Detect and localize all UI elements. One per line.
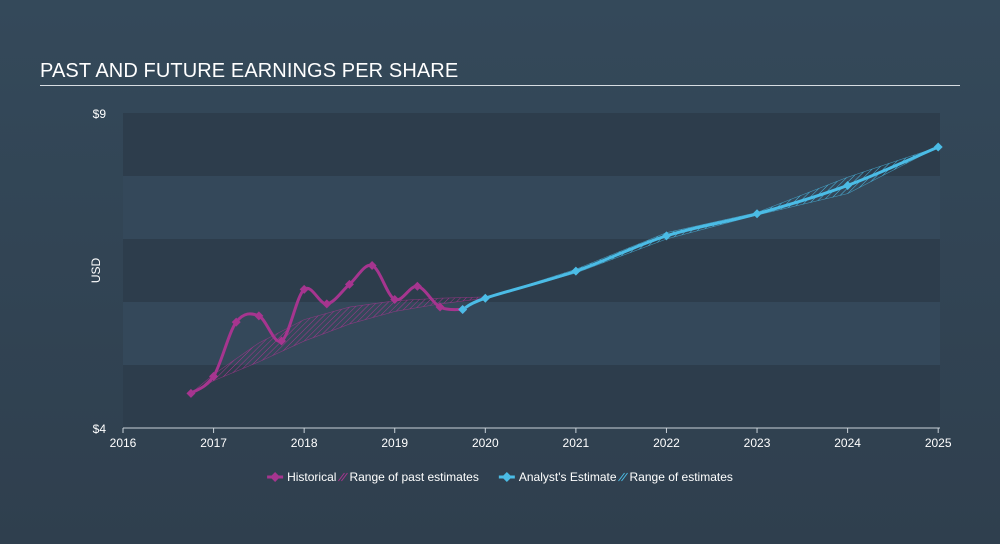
analyst-estimate-point — [458, 305, 468, 315]
y-axis-label: USD — [89, 258, 103, 284]
legend-label: Analyst's Estimate — [519, 470, 617, 484]
x-tick-label: 2016 — [110, 436, 137, 450]
legend-hatch-swatch — [621, 472, 628, 482]
historical-point — [390, 294, 400, 304]
legend-item: Range of estimates — [618, 470, 733, 484]
historical-point — [412, 281, 422, 291]
historical-point — [209, 371, 219, 381]
chart-title: PAST AND FUTURE EARNINGS PER SHARE — [40, 60, 459, 82]
legend-label: Range of estimates — [630, 470, 733, 484]
historical-point — [322, 299, 332, 309]
x-tick-label: 2025 — [925, 436, 952, 450]
y-tick-label: $4 — [93, 422, 107, 436]
grid-band — [123, 176, 940, 239]
x-tick-label: 2020 — [472, 436, 499, 450]
legend-diamond-swatch — [501, 472, 512, 482]
historical-point — [186, 388, 196, 398]
analyst-estimate-point — [843, 180, 853, 190]
legend-label: Range of past estimates — [349, 470, 478, 484]
analyst-estimate-point — [571, 266, 581, 276]
analyst-estimate-point — [480, 293, 490, 303]
legend-item: Historical — [267, 470, 336, 484]
legend-diamond-swatch — [270, 472, 281, 482]
historical-point — [299, 284, 309, 294]
grid-band — [123, 239, 940, 302]
legend-hatch-swatch — [341, 472, 348, 482]
historical-point — [231, 317, 241, 327]
grid-band — [123, 365, 940, 428]
x-tick-label: 2019 — [381, 436, 408, 450]
series-markers — [186, 142, 943, 398]
historical-point — [367, 260, 377, 270]
grid-bands — [123, 113, 940, 428]
axes: 2016 2017 2018 2019 2020 2021 2022 2023 2024 2025… — [89, 107, 952, 450]
x-tick-label: 2024 — [834, 436, 861, 450]
analyst-estimate-point — [661, 231, 671, 241]
historical-point — [254, 311, 264, 321]
historical-point — [277, 336, 287, 346]
x-tick-label: 2018 — [291, 436, 318, 450]
x-tick-label: 2023 — [744, 436, 771, 450]
title-divider — [40, 85, 960, 86]
y-tick-label: $9 — [93, 107, 107, 121]
legend-item: Analyst's Estimate — [498, 470, 617, 484]
legend: Historical Range of past estimates Analyst… — [267, 470, 733, 484]
x-tick-label: 2022 — [653, 436, 680, 450]
grid-band — [123, 113, 940, 176]
analyst-estimate-point — [933, 142, 943, 152]
legend-item: Range of past estimates — [338, 470, 479, 484]
legend-hatch-swatch — [338, 472, 345, 482]
x-tick-label: 2017 — [200, 436, 227, 450]
historical-point — [344, 279, 354, 289]
analyst-estimate-point — [752, 209, 762, 219]
historical-point — [435, 302, 445, 312]
legend-label: Historical — [287, 470, 336, 484]
legend-hatch-swatch — [618, 472, 625, 482]
x-tick-label: 2021 — [563, 436, 590, 450]
